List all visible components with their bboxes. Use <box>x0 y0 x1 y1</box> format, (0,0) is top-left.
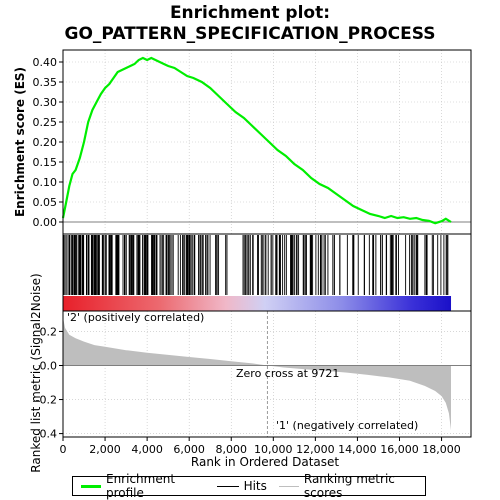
enrichment-profile-line <box>61 56 452 225</box>
legend-item-ranking-metric: Ranking metric scores <box>278 472 425 500</box>
es-tick-label: 0.25 <box>33 116 58 129</box>
x-tick-label: 4,000 <box>131 443 163 456</box>
metric-tick-label: -0.2 <box>36 394 57 407</box>
es-tick-label: 0.15 <box>33 156 58 169</box>
legend: Enrichment profile Hits Ranking metric s… <box>72 472 426 500</box>
ranking-metric-area <box>63 317 451 431</box>
metric-tick-label: 0.2 <box>40 325 58 338</box>
x-tick-label: 18,000 <box>422 443 461 456</box>
x-tick-label: 16,000 <box>380 443 419 456</box>
x-tick-label: 0 <box>60 443 67 456</box>
es-gridlines <box>62 50 471 234</box>
rank-color-bar <box>63 296 452 311</box>
metric-tick-label: -0.4 <box>36 428 57 441</box>
es-tick-label: 0.40 <box>33 56 58 69</box>
legend-swatch-enrichment <box>81 484 101 488</box>
chart-title-line1: Enrichment plot: <box>170 3 330 23</box>
es-tick-label: 0.35 <box>33 76 58 89</box>
x-axis-ticks: 0 2,000 4,000 6,000 8,000 10,000 12,000 14,000 1… <box>60 437 461 456</box>
metric-tick-label: 0.0 <box>40 359 58 372</box>
legend-label-enrichment: Enrichment profile <box>105 472 176 500</box>
metric-panel-frame <box>62 310 472 438</box>
x-tick-label: 12,000 <box>296 443 335 456</box>
x-tick-label: 2,000 <box>89 443 121 456</box>
negative-correlation-label: '1' (negatively correlated) <box>276 419 418 432</box>
es-tick-label: 0.05 <box>33 196 58 209</box>
x-axis-label: Rank in Ordered Dataset <box>191 455 339 469</box>
x-tick-label: 6,000 <box>173 443 205 456</box>
x-tick-label: 14,000 <box>338 443 377 456</box>
es-tick-label: 0.10 <box>33 176 58 189</box>
hits-panel <box>63 235 449 295</box>
chart-title-line2: GO_PATTERN_SPECIFICATION_PROCESS <box>65 24 436 44</box>
es-y-axis-label: Enrichment score (ES) <box>13 67 27 217</box>
legend-label-ranking: Ranking metric scores <box>303 472 395 500</box>
es-tick-label: 0.00 <box>33 216 58 229</box>
es-tick-label: 0.30 <box>33 96 58 109</box>
metric-y-axis-label: Ranked list metric (Signal2Noise) <box>29 273 43 472</box>
legend-swatch-hits <box>216 485 239 487</box>
x-tick-label: 8,000 <box>215 443 247 456</box>
legend-swatch-ranking <box>278 485 299 487</box>
es-y-ticks: 0.00 0.05 0.10 0.15 0.20 0.25 0.30 0.35 0.40 <box>33 56 63 229</box>
positive-correlation-label: '2' (positively correlated) <box>67 311 204 324</box>
es-tick-label: 0.20 <box>33 136 58 149</box>
legend-label-hits: Hits <box>243 479 267 493</box>
legend-item-enrichment-profile: Enrichment profile <box>81 472 207 500</box>
zero-cross-label: Zero cross at 9721 <box>236 367 339 380</box>
metric-y-ticks: -0.4 -0.2 0.0 0.2 <box>36 325 63 441</box>
x-tick-label: 10,000 <box>254 443 293 456</box>
legend-item-hits: Hits <box>216 479 267 493</box>
